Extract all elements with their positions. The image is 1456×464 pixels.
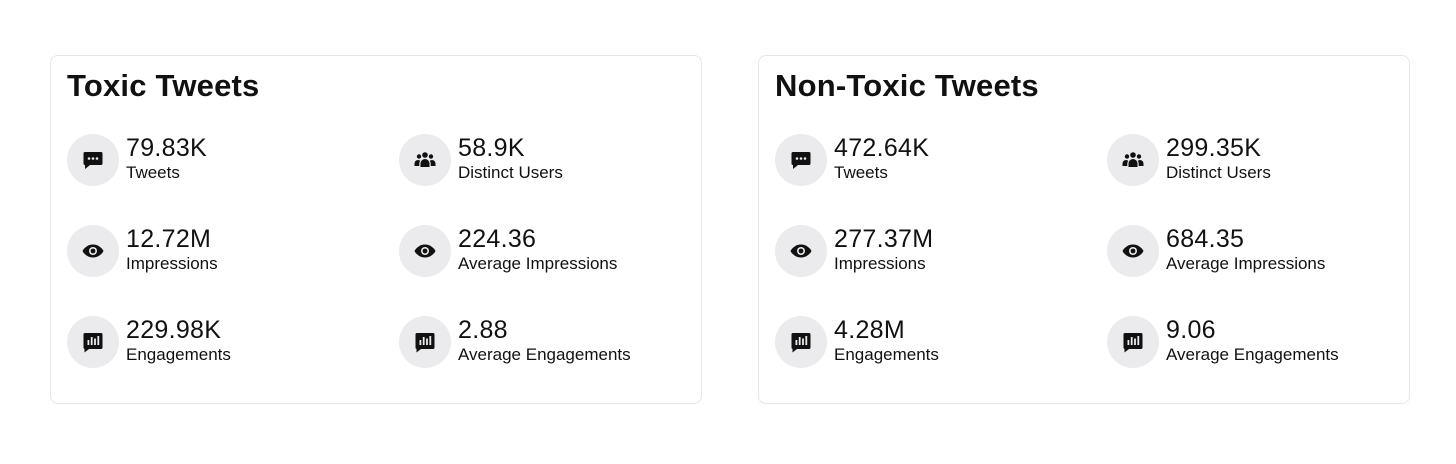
stat-distinct-users: 58.9K Distinct Users: [399, 134, 687, 225]
stats-grid: 472.64K Tweets 299.35K Distinct Users 27…: [775, 134, 1395, 407]
eye-icon: [67, 225, 119, 277]
stat-tweets: 472.64K Tweets: [775, 134, 1107, 225]
stat-label: Average Impressions: [458, 254, 618, 273]
stat-value: 472.64K: [834, 134, 930, 162]
stat-value: 12.72M: [126, 225, 212, 253]
non-toxic-tweets-card: Non-Toxic Tweets 472.64K Tweets 299.35K …: [758, 55, 1410, 404]
eye-icon: [1107, 225, 1159, 277]
users-group-icon: [399, 134, 451, 186]
stat-value: 9.06: [1166, 316, 1216, 344]
stat-value: 2.88: [458, 316, 508, 344]
stat-average-engagements: 2.88 Average Engagements: [399, 316, 687, 407]
stat-value: 79.83K: [126, 134, 208, 162]
stat-value: 224.36: [458, 225, 537, 253]
eye-icon: [775, 225, 827, 277]
stat-impressions: 12.72M Impressions: [67, 225, 399, 316]
stat-value: 58.9K: [458, 134, 525, 162]
chat-bubble-icon: [67, 134, 119, 186]
chat-bubble-icon: [775, 134, 827, 186]
engagement-chart-icon: [775, 316, 827, 368]
stat-average-engagements: 9.06 Average Engagements: [1107, 316, 1395, 407]
stat-value: 229.98K: [126, 316, 222, 344]
stat-label: Average Engagements: [1166, 345, 1339, 364]
stat-tweets: 79.83K Tweets: [67, 134, 399, 225]
stat-value: 277.37M: [834, 225, 934, 253]
card-title: Non-Toxic Tweets: [775, 68, 1039, 103]
engagement-chart-icon: [67, 316, 119, 368]
stat-label: Impressions: [834, 254, 926, 273]
card-title: Toxic Tweets: [67, 68, 260, 103]
stat-impressions: 277.37M Impressions: [775, 225, 1107, 316]
stat-label: Impressions: [126, 254, 218, 273]
eye-icon: [399, 225, 451, 277]
stats-grid: 79.83K Tweets 58.9K Distinct Users 12.72…: [67, 134, 687, 407]
stat-engagements: 4.28M Engagements: [775, 316, 1107, 407]
stat-value: 299.35K: [1166, 134, 1262, 162]
stat-label: Tweets: [126, 163, 180, 182]
users-group-icon: [1107, 134, 1159, 186]
toxic-tweets-card: Toxic Tweets 79.83K Tweets 58.9K Distinc…: [50, 55, 702, 404]
stat-value: 684.35: [1166, 225, 1245, 253]
stat-engagements: 229.98K Engagements: [67, 316, 399, 407]
stat-label: Average Engagements: [458, 345, 631, 364]
stat-value: 4.28M: [834, 316, 905, 344]
stat-distinct-users: 299.35K Distinct Users: [1107, 134, 1395, 225]
engagement-chart-icon: [399, 316, 451, 368]
stat-average-impressions: 684.35 Average Impressions: [1107, 225, 1395, 316]
stat-label: Distinct Users: [458, 163, 563, 182]
stat-label: Engagements: [126, 345, 231, 364]
engagement-chart-icon: [1107, 316, 1159, 368]
stat-label: Tweets: [834, 163, 888, 182]
stat-label: Average Impressions: [1166, 254, 1326, 273]
stat-label: Engagements: [834, 345, 939, 364]
stat-label: Distinct Users: [1166, 163, 1271, 182]
stat-average-impressions: 224.36 Average Impressions: [399, 225, 687, 316]
